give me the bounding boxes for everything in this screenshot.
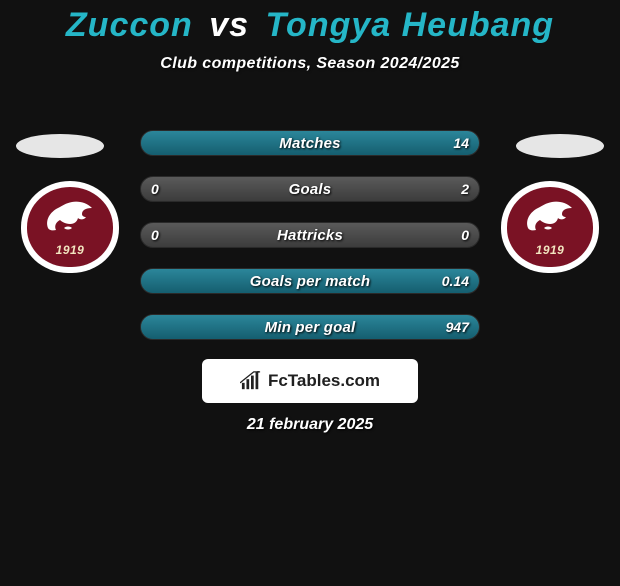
seahorse-icon xyxy=(42,198,98,238)
stat-bar: 947Min per goal xyxy=(140,314,480,340)
comparison-date: 21 february 2025 xyxy=(0,416,620,434)
club-badge-year: 1919 xyxy=(536,243,565,257)
comparison-title: Zuccon vs Tongya Heubang xyxy=(0,6,620,45)
stats-container: 14Matches 02Goals 00Hattricks 0.14Goals per… xyxy=(140,130,480,340)
club-badge-year: 1919 xyxy=(56,243,85,257)
brand-name: FcTables.com xyxy=(268,371,380,391)
subtitle: Club competitions, Season 2024/2025 xyxy=(0,55,620,73)
stat-label: Min per goal xyxy=(141,315,479,339)
stat-label: Goals xyxy=(141,177,479,201)
player1-shadow-ellipse xyxy=(16,134,104,158)
stat-bar: 02Goals xyxy=(140,176,480,202)
player2-name: Tongya Heubang xyxy=(266,6,555,44)
brand-logo-box: FcTables.com xyxy=(202,359,418,403)
player2-shadow-ellipse xyxy=(516,134,604,158)
stat-bar: 14Matches xyxy=(140,130,480,156)
stat-label: Hattricks xyxy=(141,223,479,247)
seahorse-icon xyxy=(522,198,578,238)
bar-chart-icon xyxy=(240,371,262,391)
stat-bar: 00Hattricks xyxy=(140,222,480,248)
club-badge-left: 1919 xyxy=(21,181,119,273)
stat-label: Matches xyxy=(141,131,479,155)
club-badge-right: 1919 xyxy=(501,181,599,273)
stat-bar: 0.14Goals per match xyxy=(140,268,480,294)
vs-text: vs xyxy=(209,6,249,44)
player1-name: Zuccon xyxy=(66,6,193,44)
stat-label: Goals per match xyxy=(141,269,479,293)
